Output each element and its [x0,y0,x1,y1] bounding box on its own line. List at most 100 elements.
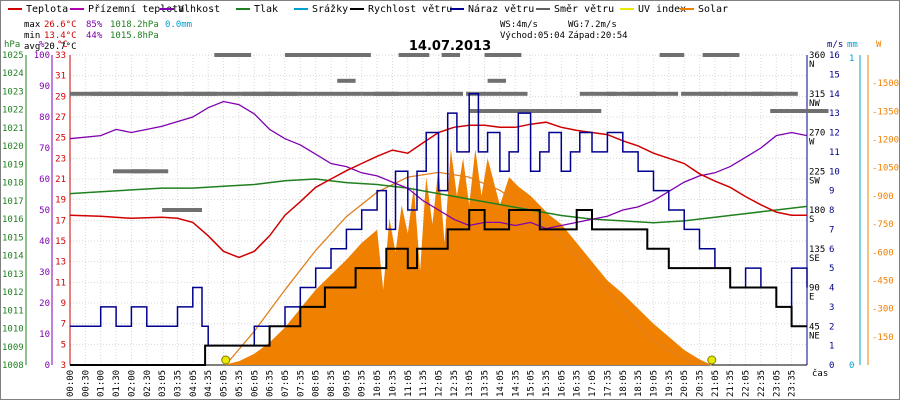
x-tick-label: 02:30 [143,370,153,397]
x-tick-label: 18:35 [634,370,644,397]
temperature-unit: °C [57,40,68,50]
sunset-stat: Západ:20:54 [568,31,628,41]
x-tick-label: 03:35 [173,370,183,397]
humidity-tick: 60 [39,175,50,185]
humidity-tick: 0 [45,361,50,371]
x-axis-label: čas [812,368,828,379]
temp-tick: 27 [55,113,66,123]
solar-tick: -300 [872,305,894,315]
pressure-tick: 1024 [2,69,24,79]
wind-tick: 8 [829,206,834,216]
solar-tick: -750 [872,220,894,230]
wind-direction-mark [469,109,506,113]
wind-direction-mark [653,91,679,96]
x-tick-label: 17:05 [588,370,598,397]
wind-gust-line [70,93,808,347]
wind-direction-mark [309,91,362,96]
temp-tick: 29 [55,92,66,102]
humidity-line [69,100,808,230]
wind-speed-line [70,209,807,366]
x-tick-label: 20:35 [696,370,706,397]
pressure-tick: 1008 [2,361,24,371]
wind-tick: 4 [829,284,834,294]
wind-direction-mark [628,91,657,96]
solar-unit: W [876,40,882,50]
max-pressure: 1018.2hPa [110,20,159,30]
x-tick-label: 19:35 [665,370,675,397]
legend-entry: Rychlost větru [368,3,452,15]
humidity-unit: % [39,40,45,50]
wind-direction-mark [285,53,341,57]
solar-tick: -150 [872,333,894,343]
stats-block: max 26.6°C 85% 1018.2hPa 0.0mm min 13.4°… [24,20,628,52]
humidity-tick: 20 [39,299,50,309]
wind-direction-mark [183,91,276,96]
solar-area [70,148,807,365]
x-tick-label: 21:35 [726,370,736,397]
pressure-tick: 1017 [2,197,24,207]
x-tick-label: 05:05 [220,370,230,397]
wind-direction-mark [374,91,430,96]
temp-tick: 31 [55,72,66,82]
avg-label: avg [24,42,40,52]
humidity-tick: 70 [39,144,50,154]
x-tick-label: 21:05 [711,370,721,397]
x-tick-label: 14:05 [496,370,506,397]
rain-unit: mm [847,40,858,50]
sunrise-stat: Východ:05:04 [500,31,565,41]
wind-tick: 7 [829,225,834,235]
x-tick-label: 18:05 [619,370,629,397]
temperature-line [69,121,807,259]
direction-tick: 135 [809,245,825,255]
min-pressure: 1015.8hPa [110,31,159,41]
temp-tick: 17 [55,216,66,226]
pressure-tick: 1011 [2,306,24,316]
max-humidity: 85% [86,20,103,30]
pressure-tick: 1016 [2,215,24,225]
wind-direction-mark [263,91,310,96]
x-tick-label: 19:05 [649,370,659,397]
max-temp: 26.6°C [44,20,77,30]
humidity-tick: 30 [39,268,50,278]
x-tick-label: 10:05 [373,370,383,397]
x-tick-label: 22:35 [757,370,767,397]
wind-direction-mark [162,208,202,212]
humidity-tick: 100 [34,51,50,61]
temp-tick: 3 [61,361,66,371]
pressure-tick: 1020 [2,142,24,152]
x-tick-label: 04:35 [204,370,214,397]
legend-entry: Srážky [312,3,348,15]
wind-direction-mark [91,91,144,96]
x-tick-label: 16:05 [557,370,567,397]
x-tick-label: 08:05 [312,370,322,397]
solar-tick: -1200 [872,136,899,146]
wind-gust-stat: WG:7.2m/s [568,20,617,30]
pressure-tick: 1013 [2,270,24,280]
wind-unit: m/s [827,40,843,50]
legend-entry: Vlhkost [178,4,220,15]
wind-tick: 16 [829,51,840,61]
wind-direction-mark [770,109,789,113]
wind-direction-mark [499,109,546,113]
pressure-tick: 1025 [2,51,24,61]
x-tick-label: 11:35 [419,370,429,397]
pressure-tick: 1023 [2,87,24,97]
legend-entry: Tlak [254,4,278,15]
wind-direction-mark [131,91,169,96]
pressure-unit: hPa [4,40,20,50]
wind-direction-mark [751,91,798,96]
wind-tick: 5 [829,264,834,274]
x-tick-label: 13:35 [481,370,491,397]
solar-theoretical-line [225,171,712,366]
x-tick-label: 13:05 [465,370,475,397]
wind-tick: 3 [829,303,834,313]
legend-entry: Náraz větru [468,3,534,15]
pressure-tick: 1021 [2,124,24,134]
min-label: min [24,31,40,41]
pressure-tick: 1014 [2,252,24,262]
x-tick-label: 10:35 [388,370,398,397]
x-tick-label: 16:35 [573,370,583,397]
wind-direction-mark [779,109,829,113]
avg-temp: 20.7°C [44,42,77,52]
